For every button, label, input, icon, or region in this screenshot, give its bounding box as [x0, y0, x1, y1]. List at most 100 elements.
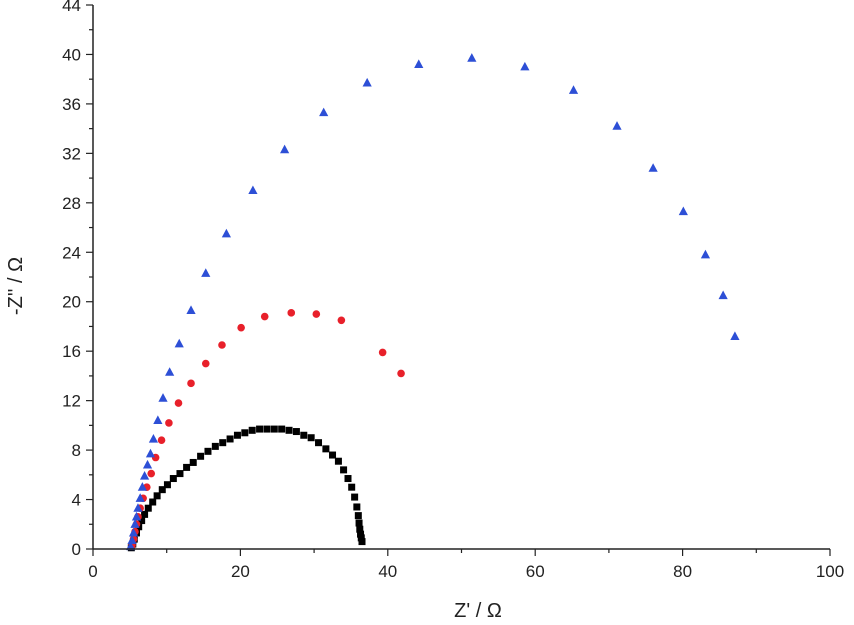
data-point	[278, 425, 286, 433]
data-point	[348, 483, 356, 491]
data-point	[334, 457, 342, 465]
data-point	[145, 448, 156, 458]
data-point	[153, 492, 161, 500]
data-point	[414, 59, 424, 68]
data-point	[263, 425, 271, 433]
data-point	[133, 503, 143, 512]
y-tick-label: 4	[72, 491, 81, 510]
data-point	[144, 504, 152, 512]
data-point	[125, 541, 136, 551]
data-point	[256, 425, 264, 433]
data-point	[142, 459, 153, 469]
data-point	[315, 439, 323, 447]
data-point	[219, 439, 227, 447]
plot-area	[125, 53, 740, 552]
data-point	[237, 323, 245, 332]
data-point	[351, 493, 359, 501]
data-point	[520, 61, 530, 71]
y-tick-label: 40	[62, 45, 81, 64]
data-point	[285, 426, 293, 434]
data-point	[358, 538, 366, 546]
data-point	[312, 310, 321, 318]
data-point	[353, 503, 361, 511]
y-tick-label: 16	[62, 342, 81, 361]
x-axis: 0 20 40 60 80 100	[88, 548, 844, 581]
data-point	[211, 442, 219, 450]
y-tick-label: 12	[62, 392, 81, 411]
data-point	[149, 498, 157, 506]
data-point	[201, 359, 210, 368]
data-point	[226, 435, 234, 443]
data-point	[135, 493, 145, 502]
data-point	[233, 431, 241, 439]
data-point	[270, 425, 278, 433]
data-point	[337, 316, 346, 325]
data-point	[355, 519, 363, 527]
data-point	[183, 463, 191, 471]
data-point	[127, 535, 137, 544]
y-tick-label: 44	[62, 0, 81, 15]
data-point	[678, 206, 688, 216]
y-axis-title: -Z'' / Ω	[5, 257, 27, 315]
data-point	[307, 434, 315, 442]
data-point	[204, 447, 212, 455]
data-point	[141, 510, 149, 518]
y-tick-label: 24	[62, 243, 81, 262]
data-point	[354, 512, 362, 520]
data-point	[187, 379, 195, 388]
x-tick-label: 20	[231, 562, 250, 581]
x-tick-label: 80	[673, 562, 692, 581]
y-axis: 0 4 8 12 16 20 24 28 32 36 40 44	[62, 0, 94, 559]
x-tick-label: 100	[816, 562, 844, 581]
data-point	[176, 470, 184, 478]
data-point	[340, 466, 348, 474]
data-point	[568, 85, 579, 94]
data-point	[378, 348, 387, 357]
data-point	[700, 249, 711, 259]
data-point	[356, 525, 364, 533]
x-tick-label: 40	[378, 562, 397, 581]
data-point	[329, 451, 337, 459]
x-tick-label: 60	[526, 562, 545, 581]
data-point	[218, 341, 226, 349]
data-point	[467, 53, 477, 62]
data-point	[221, 228, 231, 238]
data-point	[319, 107, 329, 117]
data-point	[163, 481, 171, 489]
data-point	[165, 419, 173, 427]
data-point	[138, 517, 146, 525]
data-point	[287, 309, 296, 317]
series-3	[125, 53, 740, 551]
data-point	[137, 482, 147, 491]
data-point	[174, 338, 184, 348]
data-point	[157, 436, 166, 445]
data-point	[197, 452, 205, 460]
y-tick-label: 32	[62, 144, 81, 163]
y-tick-label: 8	[72, 441, 81, 460]
data-point	[648, 163, 658, 172]
data-point	[241, 429, 249, 437]
y-tick-label: 36	[62, 95, 81, 114]
x-axis-title: Z' / Ω	[454, 600, 502, 622]
data-point	[248, 185, 258, 195]
data-point	[131, 511, 142, 521]
data-point	[169, 475, 177, 483]
y-tick-label: 0	[72, 540, 81, 559]
data-point	[260, 312, 269, 321]
data-point	[300, 431, 308, 439]
x-tick-label: 0	[88, 562, 97, 581]
data-point	[165, 367, 175, 376]
data-point	[612, 121, 622, 130]
data-point	[357, 530, 365, 538]
y-tick-label: 28	[62, 194, 81, 213]
data-point	[292, 428, 300, 436]
data-point	[153, 415, 163, 425]
data-point	[730, 331, 740, 340]
series-1	[127, 425, 366, 552]
data-point	[718, 290, 728, 300]
data-point	[186, 305, 196, 314]
data-point	[174, 399, 183, 407]
y-tick-label: 20	[62, 293, 81, 312]
data-point	[130, 519, 140, 528]
data-point	[158, 486, 166, 494]
